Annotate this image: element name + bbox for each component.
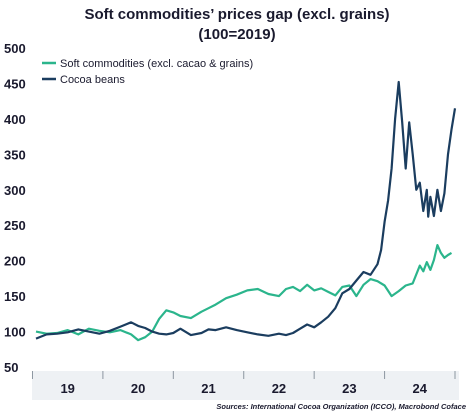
x-tick-label: 20 <box>131 381 145 396</box>
y-tick-label: 500 <box>4 41 26 56</box>
y-tick-label: 250 <box>4 218 26 233</box>
y-tick-label: 50 <box>4 360 18 375</box>
source-note: Sources: International Cocoa Organizatio… <box>216 402 466 411</box>
series-line-soft-commodities <box>35 244 453 342</box>
x-tick-label: 22 <box>272 381 286 396</box>
chart-subtitle: (100=2019) <box>198 26 276 43</box>
y-tick-label: 450 <box>4 76 26 91</box>
y-axis: 50 100 150 200 250 300 350 400 450 500 <box>4 41 26 375</box>
y-tick-label: 350 <box>4 147 26 162</box>
chart-title: Soft commodities’ prices gap (excl. grai… <box>84 6 390 23</box>
y-tick-label: 200 <box>4 254 26 269</box>
x-tick-label: 19 <box>60 381 74 396</box>
legend-label: Cocoa beans <box>60 74 125 86</box>
y-tick-label: 150 <box>4 289 26 304</box>
legend-label: Soft commodities (excl. cacao & grains) <box>60 58 253 70</box>
legend: Soft commodities (excl. cacao & grains) C… <box>42 58 253 86</box>
y-tick-label: 400 <box>4 112 26 127</box>
x-tick-label: 21 <box>201 381 215 396</box>
plot-area <box>35 80 457 342</box>
x-tick-label: 24 <box>413 381 428 396</box>
y-tick-label: 100 <box>4 325 26 340</box>
x-axis: 19 20 21 22 23 24 <box>31 371 459 400</box>
series-line-cocoa-beans <box>35 80 457 340</box>
y-tick-label: 300 <box>4 183 26 198</box>
x-tick-label: 23 <box>342 381 356 396</box>
x-axis-band <box>32 371 459 400</box>
